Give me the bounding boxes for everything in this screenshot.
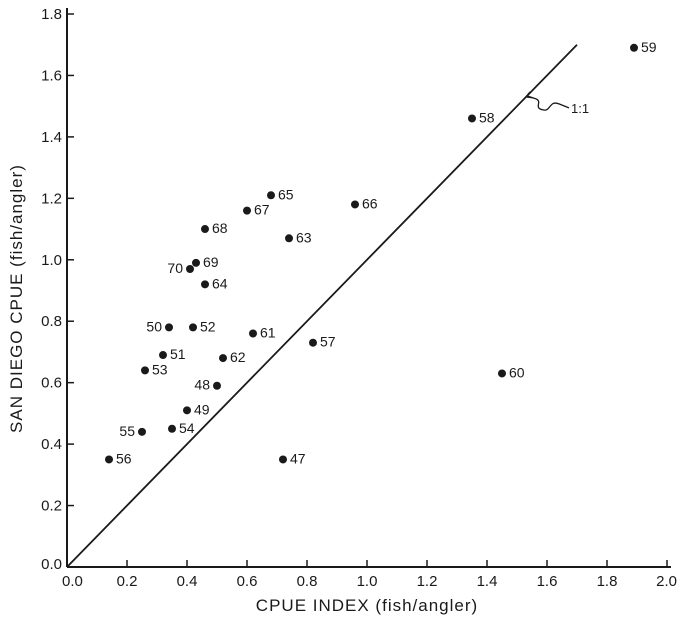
data-point-label: 52: [200, 318, 216, 334]
data-point-label: 68: [212, 220, 228, 236]
x-axis-title: CPUE INDEX (fish/angler): [256, 596, 478, 615]
data-point-67: [243, 206, 251, 215]
y-tick-label: 1.8: [41, 6, 62, 23]
axes: 0.0 0.2 0.4 0.6 0.8 1.0 1.2 1.4 1.6 1.8 2.0 0.0 0.2…: [41, 6, 677, 590]
data-point-68: [201, 225, 209, 234]
data-point-label: 58: [479, 109, 495, 125]
y-tick-label: 1.6: [41, 67, 62, 84]
data-point-label: 65: [278, 186, 294, 202]
data-point-label: 50: [146, 318, 162, 334]
x-ticks: 0.0 0.2 0.4 0.6 0.8 1.0 1.2 1.4 1.6 1.8 2.0: [62, 560, 677, 590]
x-tick-label: 1.2: [417, 573, 438, 590]
data-point-47: [279, 455, 287, 464]
data-point-69: [192, 258, 200, 267]
data-point-label: 64: [212, 275, 228, 291]
x-tick-label: 0.0: [62, 573, 83, 590]
y-tick-label: 1.0: [41, 252, 62, 269]
data-point-52: [189, 323, 197, 332]
data-point-label: 54: [179, 420, 195, 436]
data-point-59: [630, 43, 638, 52]
data-point-49: [183, 406, 191, 415]
data-point-48: [213, 381, 221, 390]
data-point-55: [138, 427, 146, 436]
data-point-label: 70: [167, 260, 183, 276]
data-point-label: 66: [362, 195, 378, 211]
data-point-label: 59: [641, 39, 657, 55]
x-tick-label: 0.2: [117, 573, 138, 590]
data-point-label: 48: [194, 377, 210, 393]
x-tick-label: 1.4: [477, 573, 498, 590]
reference-line-group: 1:1: [66, 44, 589, 568]
y-tick-label: 1.4: [41, 129, 62, 146]
data-point-label: 57: [320, 334, 336, 350]
data-point-58: [468, 114, 476, 123]
data-point-label: 47: [290, 450, 306, 466]
data-point-label: 69: [203, 254, 219, 270]
x-tick-label: 0.8: [297, 573, 318, 590]
data-point-label: 56: [116, 450, 132, 466]
data-point-66: [351, 200, 359, 209]
data-point-61: [249, 329, 257, 338]
data-point-label: 51: [170, 346, 186, 362]
data-points: 47 48 49 50 51 52 53 54 55 56 57 58 59 60 61 62 63 64 65 66…: [105, 39, 657, 466]
y-tick-label: 0.2: [41, 498, 62, 515]
data-point-60: [498, 369, 506, 378]
y-tick-label: 1.2: [41, 190, 62, 207]
data-point-51: [159, 351, 167, 360]
data-point-54: [168, 424, 176, 433]
y-tick-label: 0.4: [41, 436, 62, 453]
data-point-label: 53: [152, 361, 168, 377]
data-point-63: [285, 234, 293, 243]
reference-line-1-1: [66, 44, 578, 568]
data-point-62: [219, 354, 227, 363]
data-point-label: 60: [509, 364, 525, 380]
x-tick-label: 0.6: [237, 573, 258, 590]
reference-line-label: 1:1: [571, 101, 589, 116]
data-point-label: 63: [296, 229, 312, 245]
data-point-65: [267, 191, 275, 200]
reference-line-pointer: [526, 95, 570, 111]
reference-pointer-arrowhead: [524, 91, 534, 99]
data-point-50: [165, 323, 173, 332]
data-point-label: 55: [119, 423, 135, 439]
x-tick-label: 0.4: [177, 573, 198, 590]
x-tick-label: 1.0: [357, 573, 378, 590]
y-axis-title: SAN DIEGO CPUE (fish/angler): [7, 164, 26, 433]
y-ticks: 0.0 0.2 0.4 0.6 0.8 1.0 1.2 1.4 1.6 1.8: [41, 6, 74, 573]
y-tick-label: 0.8: [41, 313, 62, 330]
data-point-64: [201, 280, 209, 289]
y-tick-label: 0.6: [41, 375, 62, 392]
data-point-57: [309, 338, 317, 347]
y-tick-label: 0.0: [41, 556, 62, 573]
data-point-56: [105, 455, 113, 464]
data-point-label: 62: [230, 349, 246, 365]
x-tick-label: 1.8: [597, 573, 618, 590]
data-point-label: 49: [194, 401, 210, 417]
data-point-53: [141, 366, 149, 375]
x-tick-label: 2.0: [656, 573, 677, 590]
data-point-70: [186, 264, 194, 273]
data-point-label: 67: [254, 202, 270, 218]
data-point-label: 61: [260, 325, 276, 341]
x-tick-label: 1.6: [537, 573, 558, 590]
